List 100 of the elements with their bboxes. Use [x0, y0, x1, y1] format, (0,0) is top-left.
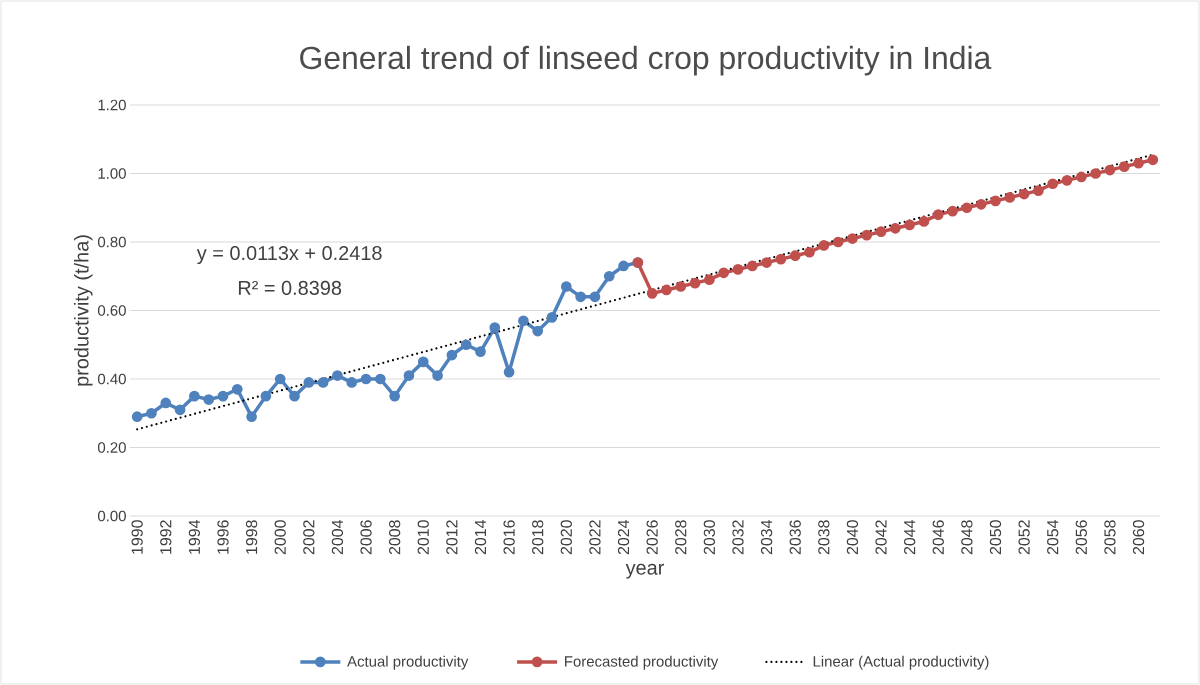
x-tick-label: 2024	[617, 520, 630, 555]
x-tick-label: 2040	[846, 520, 859, 555]
x-tick-label: 2036	[789, 520, 801, 555]
legend-label: Forecasted productivity	[565, 655, 719, 670]
annotation: R² = 0.8398	[238, 280, 342, 295]
y-axis-title: productivity (t/ha)	[73, 235, 93, 386]
point	[847, 233, 858, 244]
point	[704, 274, 715, 286]
point	[1075, 171, 1087, 183]
y-tick-label: 1.00	[98, 168, 126, 179]
x-tick-label: 1998	[245, 520, 258, 554]
point	[861, 229, 873, 241]
y-tick-label: 1.20	[98, 99, 126, 111]
x-tick-label: 2028	[675, 520, 687, 555]
x-tick-label: 2012	[446, 520, 458, 555]
point	[360, 373, 372, 385]
x-tick-label: 2030	[703, 520, 716, 555]
point	[961, 202, 973, 214]
point	[131, 411, 143, 423]
point	[646, 288, 658, 299]
point	[1118, 161, 1130, 172]
point	[446, 349, 458, 361]
x-tick-label: 2006	[360, 520, 372, 555]
point	[832, 236, 844, 248]
x-tick-label: 2052	[1018, 520, 1030, 555]
point	[761, 257, 772, 268]
point	[546, 312, 558, 323]
point	[389, 390, 400, 402]
y-tick-label: 0.60	[97, 305, 126, 316]
point	[518, 315, 529, 327]
y-tick-label: 0.00	[97, 510, 126, 522]
x-tick-label: 2060	[1132, 520, 1145, 555]
point	[1004, 192, 1016, 203]
point	[346, 377, 358, 388]
point	[246, 411, 257, 423]
point	[804, 246, 815, 258]
point	[274, 373, 286, 385]
x-tick-label: 2026	[646, 520, 658, 555]
x-tick-label: 2044	[904, 520, 916, 555]
point	[689, 277, 701, 289]
point	[203, 394, 215, 405]
legend-label: Linear (Actual productivity)	[813, 655, 989, 670]
point	[718, 267, 730, 279]
point	[875, 226, 887, 238]
point	[975, 198, 987, 210]
point	[532, 325, 544, 337]
point	[603, 270, 615, 282]
x-tick-label: 2002	[303, 520, 315, 555]
x-axis-title: year	[625, 563, 665, 579]
chart-title: General trend of linseed crop productivity in India	[300, 45, 992, 76]
y-tick-label: 0.20	[97, 442, 126, 453]
point	[789, 250, 801, 262]
point	[489, 322, 501, 333]
point	[575, 291, 586, 303]
point	[661, 284, 672, 296]
point	[160, 397, 172, 409]
point	[1147, 154, 1159, 166]
point	[1047, 178, 1059, 190]
point	[732, 264, 744, 275]
point	[746, 260, 758, 272]
point	[932, 209, 944, 220]
x-tick-label: 2038	[818, 520, 830, 555]
x-tick-label: 2008	[389, 520, 401, 555]
x-tick-label: 2048	[961, 520, 973, 555]
x-tick-label: 2042	[875, 520, 887, 555]
point	[618, 260, 629, 272]
x-tick-label: 1992	[160, 520, 172, 554]
point	[460, 339, 472, 351]
x-tick-label: 2020	[560, 520, 572, 555]
point	[403, 370, 415, 381]
point	[174, 404, 186, 416]
point	[503, 366, 515, 378]
point	[289, 390, 300, 402]
point	[317, 377, 329, 388]
x-tick-label: 1990	[131, 520, 143, 554]
point	[990, 195, 1001, 207]
x-tick-label: 2010	[417, 520, 429, 555]
point	[332, 370, 343, 381]
x-tick-label: 2034	[760, 520, 773, 555]
point	[1033, 185, 1044, 196]
x-tick-label: 2004	[331, 520, 344, 555]
x-tick-label: 2000	[274, 520, 286, 555]
point	[303, 377, 315, 388]
point	[560, 281, 572, 292]
point	[189, 390, 200, 402]
x-tick-label: 1994	[188, 520, 201, 554]
y-tick-label: 0.80	[97, 236, 126, 248]
x-tick-label: 2022	[589, 520, 601, 555]
point	[890, 222, 901, 234]
x-tick-label: 2050	[989, 520, 1002, 555]
point	[432, 370, 443, 381]
point	[1090, 168, 1101, 179]
point	[260, 390, 272, 402]
point	[217, 390, 229, 402]
x-tick-label: 2018	[532, 520, 544, 555]
point	[1061, 175, 1073, 186]
x-tick-label: 1996	[217, 520, 229, 554]
x-tick-label: 2056	[1075, 520, 1087, 555]
legend-label: Actual productivity	[347, 655, 469, 670]
x-tick-label: 2058	[1104, 520, 1116, 555]
